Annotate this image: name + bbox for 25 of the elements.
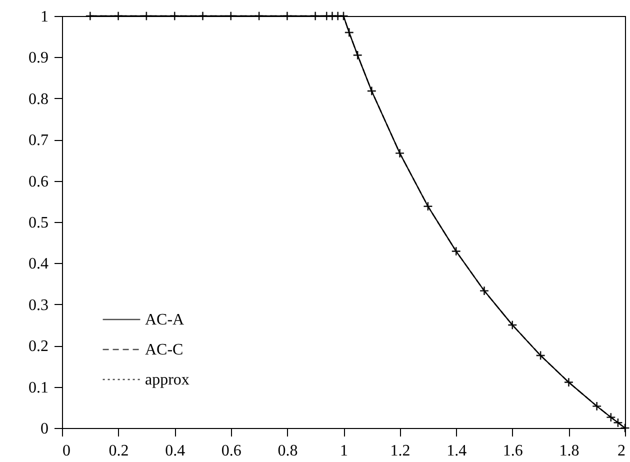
- x-tick-label: 2: [618, 442, 626, 460]
- x-tick-label: 1.8: [559, 442, 580, 460]
- y-tick-label: 0.9: [28, 50, 48, 67]
- x-tick-label: 1.4: [446, 442, 467, 460]
- x-tick-label: 0.2: [108, 442, 129, 460]
- y-tick-label: 0.1: [28, 379, 48, 396]
- y-tick-label: 1: [40, 8, 48, 26]
- legend-label: AC-C: [145, 342, 184, 358]
- y-tick-label: 0.7: [28, 132, 48, 150]
- x-tick-label: 1.6: [502, 442, 523, 460]
- x-tick-label: 1.2: [390, 442, 410, 460]
- legend-label: approx: [145, 372, 190, 388]
- legend-label: AC-A: [145, 312, 185, 328]
- y-tick-label: 0.5: [28, 214, 48, 232]
- y-tick-label: 0.8: [28, 90, 48, 108]
- y-tick-label: 0.6: [28, 173, 48, 190]
- y-tick-label: 0.3: [28, 296, 48, 314]
- y-tick-label: 0: [40, 420, 48, 438]
- y-tick-label: 0.2: [28, 338, 48, 356]
- y-tick-label: 0.4: [28, 256, 48, 273]
- x-tick-label: 1: [340, 442, 348, 460]
- x-tick-label: 0: [62, 442, 70, 460]
- x-tick-label: 0.6: [221, 442, 242, 460]
- x-tick-label: 0.4: [165, 442, 186, 460]
- x-tick-label: 0.8: [278, 442, 298, 460]
